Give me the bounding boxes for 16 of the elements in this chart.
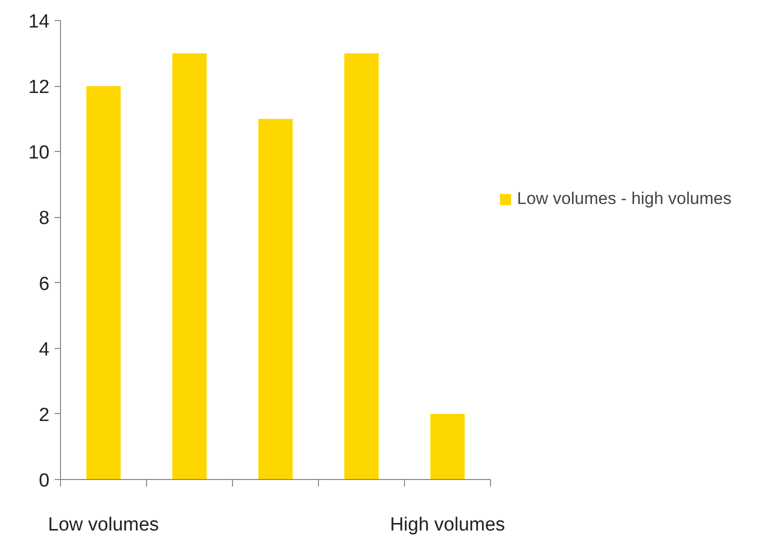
bar [430, 414, 465, 480]
bar [86, 86, 121, 480]
y-tick-label: 10 [28, 142, 50, 164]
legend-label: Low volumes - high volumes [517, 189, 732, 209]
y-tick-label: 2 [38, 404, 50, 426]
y-tick-label: 0 [38, 470, 50, 492]
bar [344, 53, 379, 480]
bar [258, 118, 293, 480]
y-tick-label: 14 [28, 12, 50, 32]
y-tick-label: 12 [28, 77, 50, 98]
y-tick-label: 8 [38, 208, 50, 230]
bar [172, 53, 207, 480]
x-tick-label: Low volumes [48, 514, 159, 536]
y-tick-label: 6 [38, 274, 50, 295]
y-tick-label: 4 [38, 339, 50, 360]
x-tick-label: High volumes [390, 514, 506, 536]
